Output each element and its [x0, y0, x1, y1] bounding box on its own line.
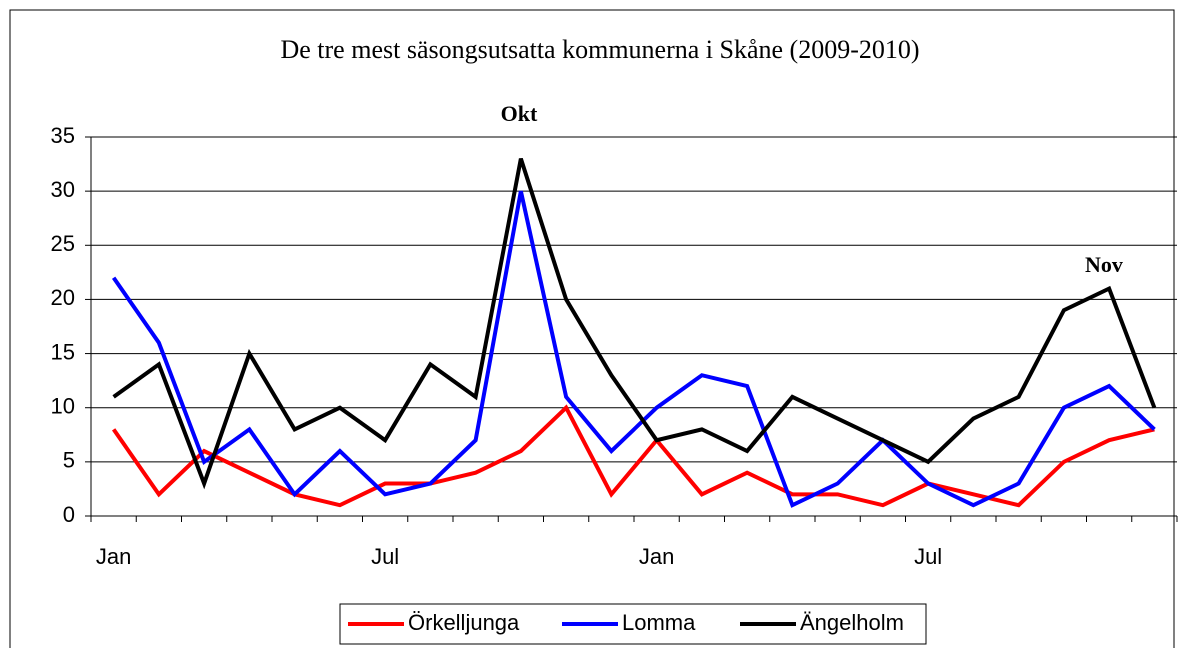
annotation: Okt	[501, 101, 538, 126]
series-line	[112, 158, 1157, 490]
y-tick-label: 30	[51, 177, 75, 202]
annotation: Nov	[1085, 252, 1123, 277]
series-line	[111, 404, 1155, 508]
legend-box	[339, 603, 927, 645]
chart-border	[9, 9, 1175, 648]
legend-label: Ängelholm	[800, 610, 904, 635]
y-tick-label: 5	[63, 448, 75, 473]
x-tick-label: Jul	[914, 544, 942, 569]
chart-title: De tre mest säsongsutsatta kommunerna i …	[280, 35, 919, 64]
y-tick-label: 15	[51, 339, 75, 364]
legend-label: Lomma	[622, 610, 696, 635]
x-tick-label: Jan	[639, 544, 674, 569]
x-tick-label: Jul	[371, 544, 399, 569]
y-tick-label: 35	[51, 123, 75, 148]
y-tick-label: 20	[51, 285, 75, 310]
y-tick-label: 10	[51, 394, 75, 419]
series-line	[111, 190, 1156, 508]
y-tick-label: 25	[51, 231, 75, 256]
legend-label: Örkelljunga	[408, 610, 520, 635]
x-tick-label: Jan	[96, 544, 131, 569]
y-tick-label: 0	[63, 502, 75, 527]
